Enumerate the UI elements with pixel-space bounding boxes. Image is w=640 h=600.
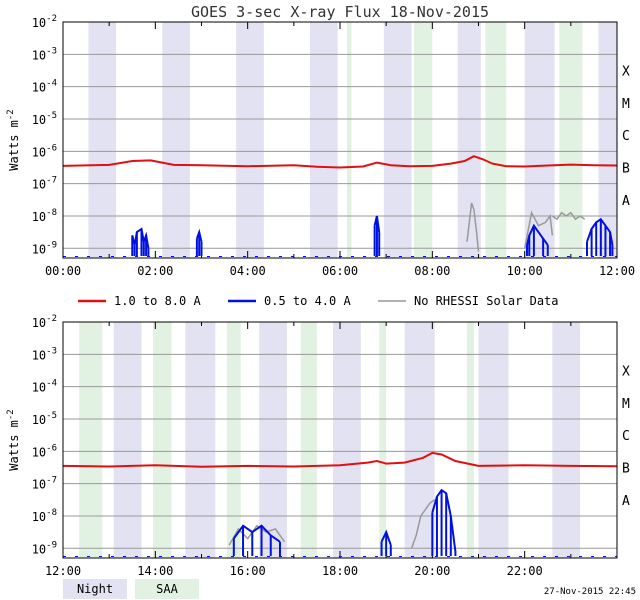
short-channel-series (195, 228, 203, 243)
night-band (88, 22, 117, 258)
y-tick-label: 10-5 (32, 411, 57, 427)
x-tick-label: 00:00 (45, 264, 81, 278)
flare-class-X: X (622, 364, 630, 379)
no-rhessi-series (551, 211, 586, 221)
flare-class-X: X (622, 64, 630, 79)
y-axis-label: Watts m-2 (6, 109, 21, 170)
y-tick-label: 10-6 (32, 443, 57, 459)
chart-title: GOES 3-sec X-ray Flux 18-Nov-2015 (191, 3, 489, 21)
long-channel-series (62, 155, 618, 169)
y-tick-label: 10-8 (32, 208, 57, 224)
x-tick-label: 12:00 (45, 564, 81, 578)
night-band (598, 22, 617, 258)
footer-timestamp: 27-Nov-2015 22:45 (544, 587, 636, 597)
flare-class-C: C (622, 429, 630, 444)
shade-legend-label: Night (77, 582, 113, 596)
night-band (113, 322, 142, 558)
y-tick-label: 10-9 (32, 240, 57, 256)
panels: 10-2 10-3 10-4 10-5 10-6 10-7 10-8 10-9 00:00 02:… (6, 14, 635, 578)
flare-class-A: A (622, 494, 630, 509)
x-tick-label: 08:00 (414, 264, 450, 278)
panel-2: 10-2 10-3 10-4 10-5 10-6 10-7 10-8 10-9 12:00 14:… (6, 314, 630, 578)
x-tick-label: 20:00 (414, 564, 450, 578)
saa-band (300, 322, 317, 558)
x-tick-label: 04:00 (230, 264, 266, 278)
saa-band (153, 322, 172, 558)
flare-class-M: M (622, 97, 630, 112)
legend-label: No RHESSI Solar Data (414, 294, 559, 308)
y-tick-label: 10-2 (32, 314, 57, 330)
night-band (309, 22, 338, 258)
long-channel-series (62, 451, 618, 468)
no-rhessi-series (466, 202, 480, 252)
flare-class-A: A (622, 194, 630, 209)
short-channel-series (586, 217, 614, 246)
y-tick-label: 10-3 (32, 46, 57, 62)
x-tick-label: 02:00 (137, 264, 173, 278)
y-tick-label: 10-5 (32, 111, 57, 127)
y-tick-label: 10-8 (32, 508, 57, 524)
flare-class-B: B (622, 461, 630, 476)
night-band (333, 322, 361, 558)
night-band (259, 322, 287, 558)
no-rhessi-series (523, 210, 554, 249)
shade-legend-swatch (135, 579, 199, 599)
flare-class-B: B (622, 161, 630, 176)
night-band (478, 322, 509, 558)
shade-legend-swatch (63, 579, 127, 599)
night-band (457, 22, 481, 258)
y-tick-label: 10-3 (32, 346, 57, 362)
short-channel-series (380, 529, 392, 546)
no-rhessi-series (410, 499, 436, 549)
x-tick-label: 16:00 (230, 564, 266, 578)
night-band (552, 322, 581, 558)
short-channel-series (431, 488, 457, 552)
night-band (162, 22, 190, 258)
saa-band (346, 22, 352, 258)
saa-band (559, 22, 583, 258)
y-tick-label: 10-2 (32, 14, 57, 30)
flare-class-M: M (622, 397, 630, 412)
legend-label: 1.0 to 8.0 A (114, 294, 201, 308)
legend: 1.0 to 8.0 A 0.5 to 4.0 A No RHESSI Solar … (78, 294, 559, 308)
saa-band (79, 322, 103, 558)
saa-band (466, 322, 474, 558)
night-band (383, 22, 412, 258)
saa-band (226, 322, 241, 558)
saa-band (485, 22, 507, 258)
night-band (185, 322, 216, 558)
x-tick-label: 12:00 (599, 264, 635, 278)
y-tick-label: 10-7 (32, 476, 57, 492)
flare-class-C: C (622, 129, 630, 144)
y-tick-label: 10-4 (32, 79, 57, 95)
short-channel-series (232, 524, 281, 543)
shade-legend: Night SAA (63, 579, 199, 599)
x-tick-label: 14:00 (137, 564, 173, 578)
saa-band (379, 322, 387, 558)
y-tick-label: 10-7 (32, 176, 57, 192)
x-tick-label: 06:00 (322, 264, 358, 278)
y-tick-label: 10-4 (32, 379, 57, 395)
no-rhessi-series (228, 524, 286, 546)
x-tick-label: 10:00 (507, 264, 543, 278)
legend-label: 0.5 to 4.0 A (264, 294, 351, 308)
y-tick-label: 10-9 (32, 540, 57, 556)
night-band (236, 22, 264, 258)
y-axis-label: Watts m-2 (6, 409, 21, 470)
shade-legend-label: SAA (156, 582, 178, 596)
saa-band (413, 22, 433, 258)
y-tick-label: 10-6 (32, 143, 57, 159)
plot-frame (62, 321, 618, 559)
panel-1: 10-2 10-3 10-4 10-5 10-6 10-7 10-8 10-9 00:00 02:… (6, 14, 635, 278)
plot-frame (62, 21, 618, 259)
x-tick-label: 22:00 (507, 564, 543, 578)
x-tick-label: 18:00 (322, 564, 358, 578)
